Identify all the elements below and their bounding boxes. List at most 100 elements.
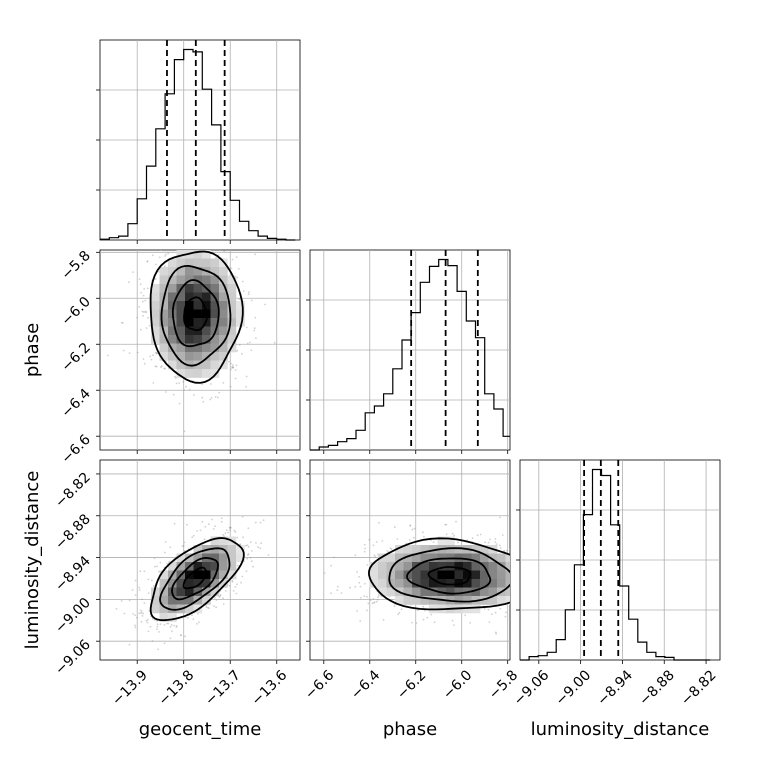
density-cell — [403, 553, 413, 563]
scatter-point — [253, 327, 256, 330]
scatter-point — [166, 563, 169, 565]
density-cell — [185, 326, 194, 336]
density-cell — [227, 284, 237, 293]
density-cell — [210, 587, 220, 597]
scatter-point — [390, 598, 393, 601]
scatter-point — [422, 531, 424, 534]
density-cell — [159, 579, 169, 588]
scatter-point — [215, 599, 218, 601]
density-cell — [159, 309, 169, 319]
scatter-point — [145, 327, 148, 329]
scatter-point — [175, 625, 178, 627]
scatter-point — [504, 615, 507, 618]
scatter-point — [175, 382, 178, 385]
contour-line — [427, 566, 472, 586]
density-cell — [176, 250, 186, 259]
scatter-point — [247, 545, 250, 548]
scatter-point — [152, 354, 154, 357]
scatter-point — [201, 396, 204, 399]
y-axis-label-phase: phase — [22, 323, 43, 377]
density-cell — [193, 343, 203, 353]
scatter-point — [167, 622, 170, 625]
scatter-point — [146, 618, 149, 621]
density-cell — [185, 292, 194, 302]
scatter-point — [215, 256, 217, 259]
density-cell — [210, 562, 220, 571]
density-cell — [369, 579, 379, 588]
scatter-point — [426, 616, 429, 619]
scatter-point — [476, 534, 479, 537]
density-cell — [202, 343, 211, 353]
density-cell — [176, 343, 186, 353]
scatter-point — [208, 523, 210, 526]
scatter-point — [213, 596, 216, 599]
scatter-point — [254, 521, 257, 524]
scatter-point — [185, 385, 187, 388]
density-cell — [185, 258, 194, 268]
scatter-point — [230, 362, 232, 365]
scatter-point — [494, 538, 497, 540]
density-cell — [210, 579, 220, 588]
scatter-point — [151, 617, 154, 620]
scatter-point — [207, 606, 209, 609]
scatter-point — [192, 534, 195, 537]
density-cell — [497, 562, 506, 571]
scatter-point — [186, 523, 188, 526]
density-cell — [202, 562, 211, 571]
scatter-point — [157, 648, 159, 651]
scatter-point — [214, 525, 217, 528]
density-cell — [227, 326, 237, 336]
scatter-point — [231, 366, 234, 369]
density-cell — [471, 570, 481, 580]
scatter-point — [165, 253, 167, 256]
scatter-point — [240, 581, 243, 584]
density-cell — [151, 326, 160, 336]
scatter-point — [422, 605, 425, 608]
scatter-point — [409, 525, 412, 527]
density-cell — [168, 613, 177, 622]
density-cell — [193, 553, 203, 563]
scatter-point — [202, 400, 205, 403]
scatter-point — [444, 523, 447, 526]
density-cell — [159, 318, 169, 327]
scatter-point — [156, 628, 158, 630]
scatter-point — [250, 349, 253, 351]
scatter-point — [417, 609, 419, 612]
scatter-point — [248, 291, 250, 293]
density-cell — [159, 352, 169, 361]
scatter-point — [209, 398, 212, 401]
density-cell — [412, 579, 421, 588]
scatter-point — [155, 263, 157, 266]
scatter-point — [489, 538, 491, 541]
density-cell — [420, 545, 430, 554]
density-cell — [429, 579, 438, 588]
density-cell — [420, 579, 430, 588]
scatter-point — [231, 580, 234, 583]
density-cell — [369, 562, 379, 571]
density-cell — [210, 369, 220, 378]
scatter-point — [150, 358, 153, 361]
density-cell — [505, 587, 510, 597]
scatter-point — [378, 521, 380, 524]
scatter-point — [214, 395, 217, 398]
density-cell — [378, 570, 387, 580]
scatter-point — [196, 622, 198, 625]
density-cell — [386, 587, 396, 597]
density-cell — [193, 579, 203, 588]
density-cell — [159, 604, 169, 614]
scatter-point — [225, 529, 228, 532]
scatter-point — [139, 328, 142, 331]
scatter-point — [499, 547, 502, 549]
density-cell — [159, 343, 169, 353]
scatter-point — [491, 613, 493, 616]
scatter-point — [235, 364, 238, 367]
scatter-point — [245, 385, 248, 388]
density-cell — [210, 318, 220, 327]
density-cell — [488, 579, 498, 588]
density-cell — [185, 335, 194, 344]
density-cell — [193, 352, 203, 361]
scatter-point — [246, 342, 249, 345]
density-cell — [168, 335, 177, 344]
density-cell — [159, 275, 169, 285]
density-cell — [219, 284, 228, 293]
